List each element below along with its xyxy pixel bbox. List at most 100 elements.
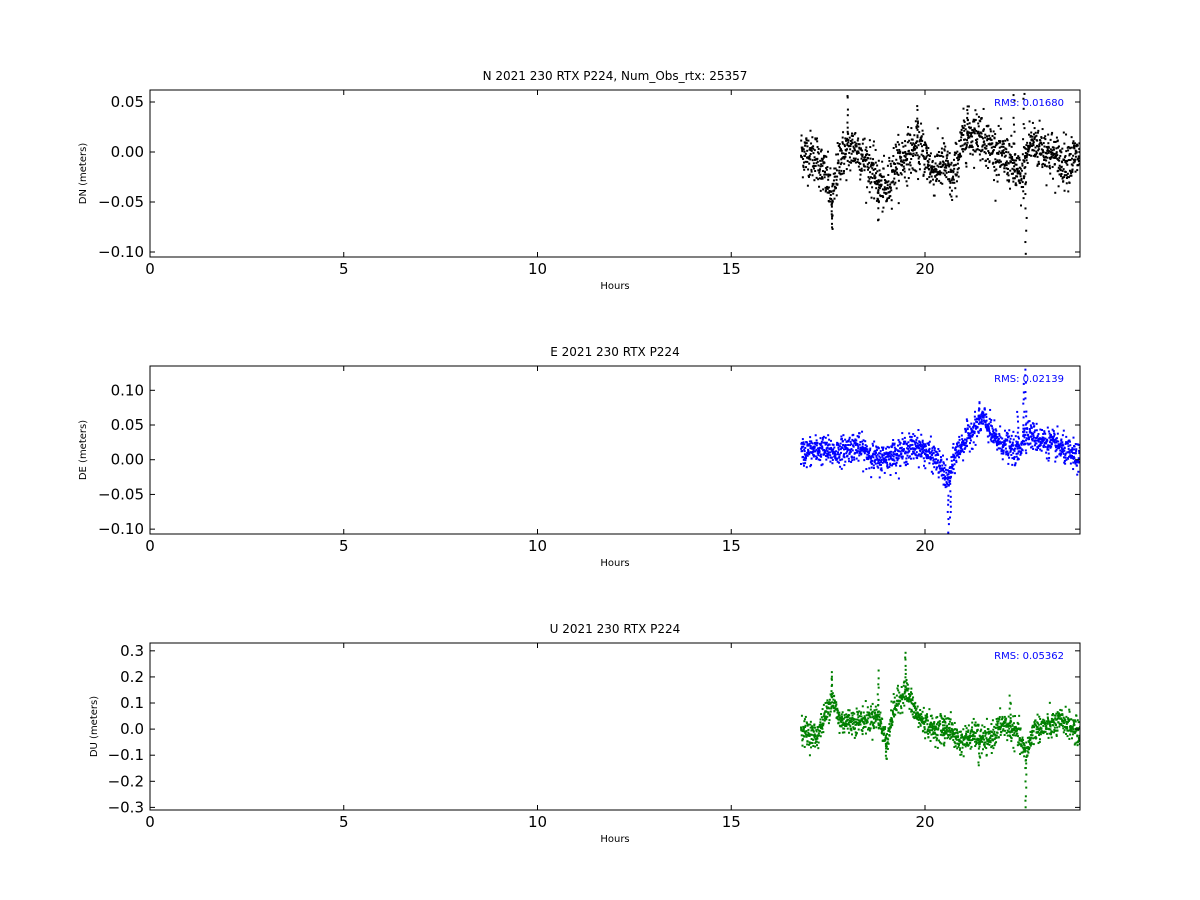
data-point <box>834 704 837 707</box>
data-point <box>867 726 870 729</box>
data-point <box>1009 713 1012 716</box>
data-point <box>969 434 972 437</box>
data-point <box>817 732 820 735</box>
data-point <box>834 450 837 453</box>
data-point <box>1068 181 1071 184</box>
data-point <box>903 161 906 164</box>
data-point <box>949 711 952 714</box>
data-point <box>1001 718 1004 721</box>
data-point <box>850 717 853 720</box>
data-point <box>809 447 812 450</box>
data-point <box>838 455 841 458</box>
data-point <box>1077 721 1080 724</box>
data-point <box>913 711 916 714</box>
data-point <box>858 432 861 435</box>
data-point <box>1000 145 1003 148</box>
data-point <box>954 737 957 740</box>
data-point <box>1024 795 1027 798</box>
data-point <box>1009 187 1012 190</box>
data-point <box>1011 155 1014 158</box>
data-point <box>986 158 989 161</box>
data-point <box>1078 449 1080 452</box>
data-point <box>1047 151 1050 154</box>
data-point <box>941 467 944 470</box>
data-point <box>946 164 949 167</box>
data-point <box>974 744 977 747</box>
data-point <box>836 183 839 186</box>
data-point <box>831 450 834 453</box>
data-point <box>923 143 926 146</box>
data-point <box>1018 156 1021 159</box>
data-point <box>915 127 918 130</box>
data-point <box>917 144 920 147</box>
data-point <box>961 441 963 444</box>
data-point <box>990 731 993 734</box>
data-point <box>869 447 872 450</box>
data-point <box>1017 172 1020 175</box>
data-point <box>846 450 849 453</box>
data-point <box>965 147 968 150</box>
data-point <box>1013 457 1016 460</box>
data-point <box>985 159 988 162</box>
data-point <box>916 136 919 139</box>
data-point <box>951 446 954 449</box>
data-point <box>931 472 934 475</box>
data-point <box>885 459 888 462</box>
data-point <box>904 695 907 698</box>
data-point <box>1009 701 1012 704</box>
data-point <box>1044 138 1047 141</box>
data-point <box>841 142 844 145</box>
data-point <box>947 727 950 730</box>
data-point <box>830 222 833 225</box>
data-point <box>830 197 833 200</box>
data-point <box>884 452 887 455</box>
data-point <box>963 438 966 441</box>
data-point <box>826 446 829 449</box>
data-point <box>1024 381 1027 384</box>
data-point <box>922 173 925 176</box>
data-point <box>949 516 951 519</box>
data-point <box>958 748 961 751</box>
data-point <box>819 453 822 456</box>
data-point <box>884 726 887 729</box>
data-point <box>1060 151 1063 154</box>
axes-frame-du <box>149 642 1081 811</box>
data-point <box>920 455 923 458</box>
data-point <box>859 173 862 176</box>
data-point <box>834 456 837 459</box>
data-point <box>885 734 888 737</box>
data-point <box>907 177 910 180</box>
data-point <box>828 443 831 446</box>
data-point <box>830 456 833 459</box>
data-point <box>898 450 901 453</box>
data-point <box>941 731 944 734</box>
data-point <box>904 656 907 659</box>
data-point <box>987 150 990 153</box>
data-point <box>839 458 842 461</box>
data-point <box>869 171 872 174</box>
data-point <box>963 442 966 445</box>
data-point <box>981 158 984 161</box>
data-point <box>952 459 955 462</box>
data-point <box>986 137 989 140</box>
data-point <box>826 187 829 190</box>
data-point <box>1049 725 1052 728</box>
data-point <box>1055 136 1058 139</box>
data-point <box>886 164 889 167</box>
data-point <box>817 734 820 737</box>
data-point <box>1012 123 1015 126</box>
data-point <box>1041 440 1044 443</box>
data-point <box>820 149 823 152</box>
data-point <box>1025 759 1028 762</box>
x-tick-label: 10 <box>528 813 547 831</box>
data-point <box>894 447 897 450</box>
data-point <box>1054 717 1057 720</box>
data-point <box>993 435 996 438</box>
data-point <box>857 435 860 438</box>
data-point <box>945 458 948 461</box>
data-point <box>828 714 831 717</box>
data-point <box>985 135 988 138</box>
data-point <box>915 170 918 173</box>
data-point <box>1036 722 1039 725</box>
data-point <box>981 145 984 148</box>
